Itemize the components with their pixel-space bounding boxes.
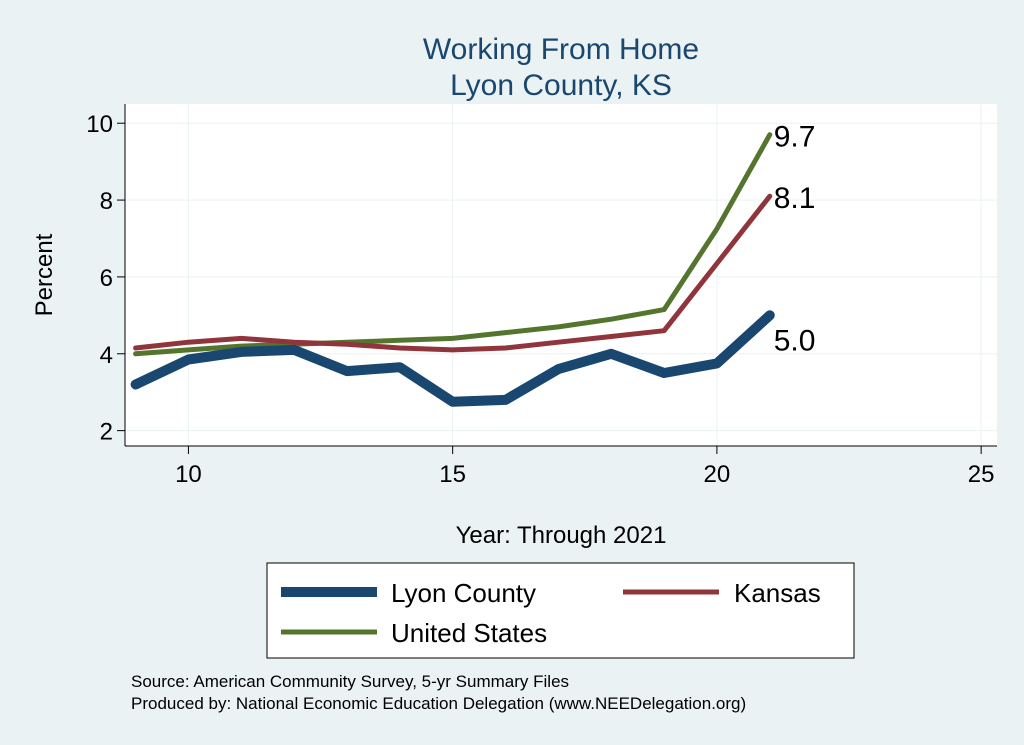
y-axis-title: Percent xyxy=(31,233,58,316)
x-tick-label: 20 xyxy=(704,461,731,488)
x-tick-label: 10 xyxy=(175,461,202,488)
producer-note: Produced by: National Economic Education… xyxy=(131,694,746,713)
chart-title: Working From Home xyxy=(423,33,699,66)
y-tick-label: 8 xyxy=(100,188,113,215)
end-label-lyon-county: 5.0 xyxy=(774,324,816,357)
source-note: Source: American Community Survey, 5-yr … xyxy=(131,672,569,691)
series-lines xyxy=(130,132,775,407)
legend-label-united-states: United States xyxy=(391,618,547,648)
legend xyxy=(266,562,855,659)
y-tick-label: 2 xyxy=(100,419,113,446)
series-line-united-states xyxy=(133,132,773,357)
x-axis-title: Year: Through 2021 xyxy=(456,522,667,549)
y-tick-label: 6 xyxy=(100,265,113,292)
chart-subtitle: Lyon County, KS xyxy=(450,69,672,102)
y-axis: 2 4 6 8 10 xyxy=(86,111,125,446)
x-axis: 10 15 20 25 xyxy=(175,446,994,488)
y-tick-label: 4 xyxy=(100,342,113,369)
legend-label-kansas: Kansas xyxy=(734,578,821,608)
series-line-kansas xyxy=(133,193,773,353)
x-tick-label: 15 xyxy=(439,461,466,488)
series-line-lyon-county xyxy=(130,310,775,407)
end-label-united-states: 9.7 xyxy=(774,121,816,154)
plot-area xyxy=(125,104,997,446)
legend-label-lyon-county: Lyon County xyxy=(391,578,536,608)
x-tick-label: 25 xyxy=(968,461,995,488)
end-labels: 5.0 8.1 9.7 xyxy=(774,121,816,358)
end-label-kansas: 8.1 xyxy=(774,182,816,215)
y-tick-label: 10 xyxy=(86,111,113,138)
